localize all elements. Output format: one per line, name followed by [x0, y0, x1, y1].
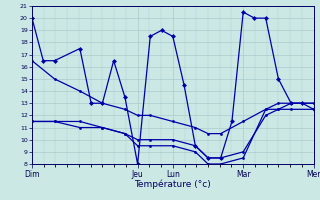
X-axis label: Température (°c): Température (°c) — [134, 180, 211, 189]
